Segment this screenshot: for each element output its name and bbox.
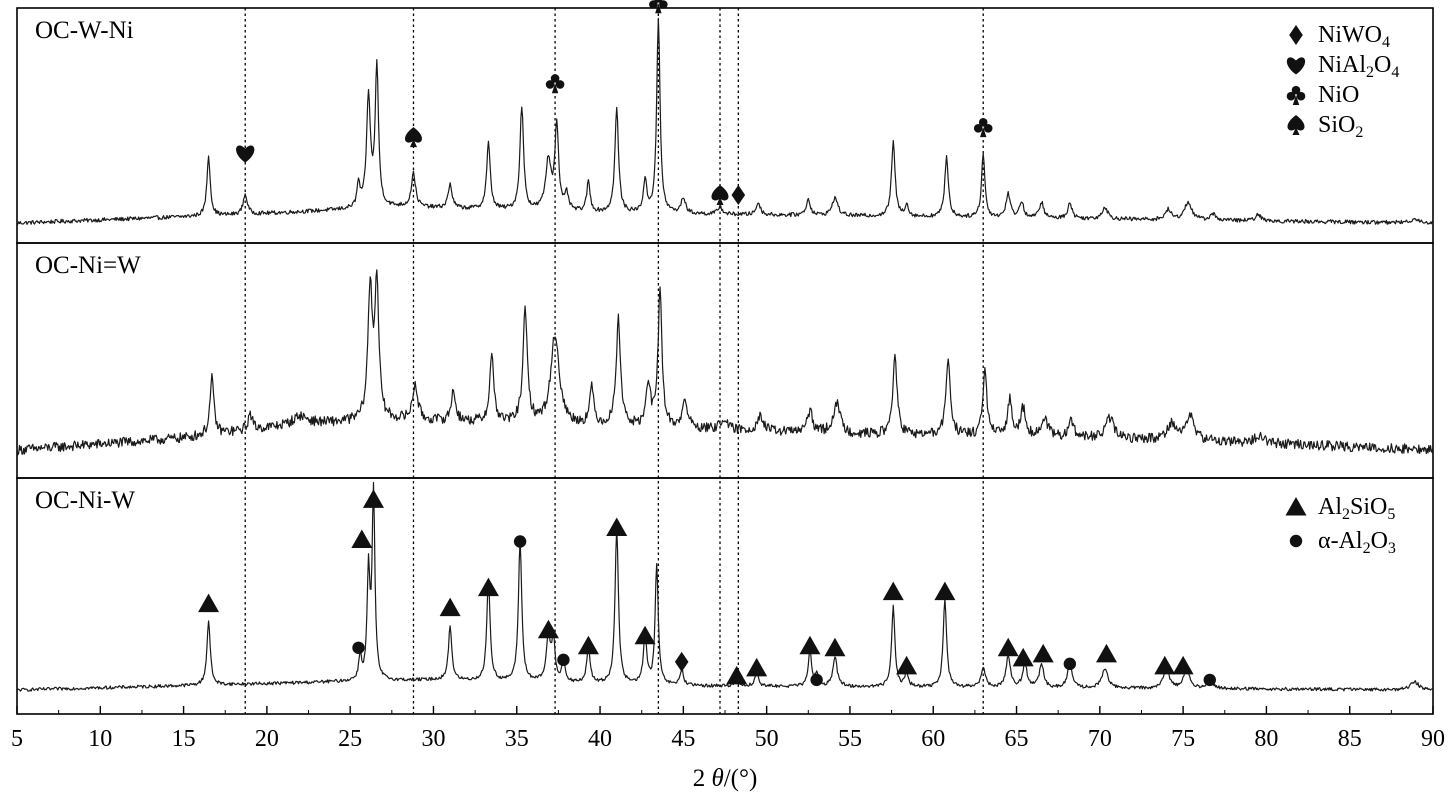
circle-marker [557, 653, 570, 667]
x-tick-label: 45 [671, 726, 695, 752]
triangle-marker [997, 637, 1019, 657]
panel-frame [16, 7, 1434, 244]
spade-marker [711, 185, 729, 206]
panel-labels: OC-W-Ni OC-Ni=W OC-Ni-W [35, 17, 141, 514]
x-tick-label: 60 [921, 726, 945, 752]
phase-markers [198, 0, 1216, 687]
x-tick-label: 65 [1005, 726, 1029, 752]
club-marker [973, 118, 993, 138]
legend-label: NiO [1318, 82, 1359, 108]
x-tick-label: 40 [588, 726, 612, 752]
heart-marker [1286, 57, 1306, 75]
triangle-marker [1032, 643, 1054, 663]
triangle-marker [746, 657, 768, 677]
club-marker [1286, 85, 1306, 105]
x-tick-label: 70 [1088, 726, 1112, 752]
series-line [16, 269, 1434, 456]
x-tick-label: 5 [11, 726, 23, 752]
triangle-marker [362, 489, 384, 508]
triangle-marker [634, 625, 656, 645]
triangle-marker [726, 665, 748, 685]
legend-label: α-Al2O3 [1318, 528, 1396, 557]
x-tick-label: 25 [338, 726, 362, 752]
panel-frames [16, 7, 1434, 715]
series-line [16, 17, 1434, 225]
spade-marker [404, 127, 422, 148]
legend-label: NiAl2O4 [1318, 52, 1399, 81]
diamond-marker [674, 651, 689, 672]
triangle-marker [351, 529, 373, 548]
panel-label: OC-Ni-W [35, 487, 135, 514]
triangle-marker [896, 655, 918, 675]
triangle-marker [824, 637, 846, 657]
circle-marker [1063, 657, 1077, 671]
triangle-marker [882, 581, 904, 601]
triangle-marker [477, 577, 499, 597]
x-axis-label: 2 θ/(°) [693, 765, 758, 792]
x-tick-label: 80 [1254, 726, 1278, 752]
circle-marker [352, 641, 365, 655]
heart-marker [236, 145, 255, 163]
series-traces [16, 17, 1434, 692]
legend-entry: α-Al2O3 [1289, 528, 1396, 557]
legend-label: NiWO4 [1318, 22, 1390, 51]
legend-entry: SiO2 [1287, 112, 1363, 141]
triangle-marker [934, 581, 956, 601]
triangle-marker [606, 517, 628, 536]
x-tick-label: 55 [838, 726, 862, 752]
legend-entry: NiO [1286, 82, 1359, 108]
circle-marker [513, 535, 527, 548]
x-axis: 5 10 15 20 25 30 35 40 45 50 55 60 65 70 75 80 85 90 2 θ/(… [11, 706, 1445, 792]
triangle-marker [577, 635, 599, 655]
circle-marker [810, 673, 823, 687]
panel-label: OC-Ni=W [35, 252, 141, 279]
legend-entry: NiWO4 [1289, 22, 1390, 51]
legend-label: SiO2 [1318, 112, 1363, 141]
diamond-marker [1289, 25, 1303, 45]
triangle-marker [799, 635, 821, 655]
x-tick-label: 15 [172, 726, 196, 752]
panel-frame [16, 477, 1434, 715]
circle-marker [1289, 534, 1303, 548]
series-line [16, 481, 1434, 692]
x-tick-label: 75 [1171, 726, 1195, 752]
x-tick-label: 20 [255, 726, 279, 752]
panel-label: OC-W-Ni [35, 17, 134, 44]
club-marker [649, 0, 668, 14]
triangle-marker [1154, 655, 1176, 675]
x-tick-label: 10 [88, 726, 112, 752]
triangle-marker [1095, 643, 1117, 663]
x-tick-label: 35 [505, 726, 529, 752]
triangle-marker [1285, 497, 1307, 516]
x-tick-label: 50 [755, 726, 779, 752]
club-marker [545, 74, 565, 94]
x-tick-label: 90 [1421, 726, 1445, 752]
panel-frame [16, 242, 1434, 479]
circle-marker [1203, 673, 1216, 687]
x-tick-label: 85 [1338, 726, 1362, 752]
diamond-marker [731, 185, 746, 206]
triangle-marker [1172, 655, 1194, 675]
x-tick-label: 30 [421, 726, 445, 752]
triangle-marker [537, 619, 559, 639]
legend-label: Al2SiO5 [1318, 494, 1395, 523]
spade-marker [1287, 115, 1305, 135]
triangle-marker [198, 593, 220, 613]
legend-entry: Al2SiO5 [1285, 494, 1395, 523]
triangle-marker [1012, 647, 1034, 667]
triangle-marker [439, 597, 461, 617]
legend-entry: NiAl2O4 [1286, 52, 1399, 81]
